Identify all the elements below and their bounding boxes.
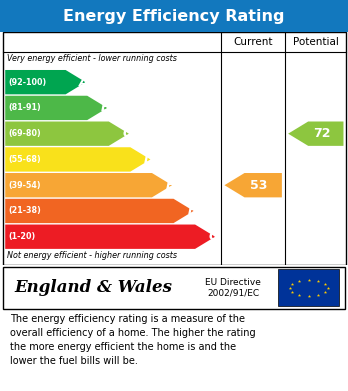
- Text: 72: 72: [313, 127, 331, 140]
- Text: (81-91): (81-91): [9, 104, 41, 113]
- Text: (69-80): (69-80): [9, 129, 41, 138]
- Text: (55-68): (55-68): [9, 155, 41, 164]
- Text: Potential: Potential: [293, 37, 339, 47]
- Polygon shape: [5, 199, 193, 223]
- Text: (92-100): (92-100): [9, 78, 47, 87]
- Polygon shape: [5, 122, 129, 146]
- Text: (39-54): (39-54): [9, 181, 41, 190]
- Polygon shape: [288, 122, 343, 146]
- Bar: [278, 269, 339, 306]
- Text: Current: Current: [234, 37, 273, 47]
- Text: E: E: [166, 179, 174, 192]
- Polygon shape: [224, 173, 282, 197]
- Text: D: D: [143, 153, 154, 166]
- Text: England & Wales: England & Wales: [14, 279, 172, 296]
- Polygon shape: [5, 224, 215, 249]
- Polygon shape: [5, 147, 150, 172]
- Polygon shape: [5, 96, 107, 120]
- Text: C: C: [122, 127, 132, 140]
- Text: F: F: [188, 204, 196, 217]
- Text: G: G: [208, 230, 219, 243]
- Text: A: A: [79, 76, 89, 89]
- Text: Not energy efficient - higher running costs: Not energy efficient - higher running co…: [7, 251, 177, 260]
- Text: Energy Efficiency Rating: Energy Efficiency Rating: [63, 9, 285, 23]
- Polygon shape: [5, 173, 172, 197]
- Text: EU Directive
2002/91/EC: EU Directive 2002/91/EC: [205, 278, 261, 298]
- Text: (1-20): (1-20): [9, 232, 36, 241]
- Text: B: B: [101, 101, 110, 115]
- Text: Very energy efficient - lower running costs: Very energy efficient - lower running co…: [7, 54, 177, 63]
- Text: (21-38): (21-38): [9, 206, 41, 215]
- Text: 53: 53: [251, 179, 268, 192]
- Text: The energy efficiency rating is a measure of the
overall efficiency of a home. T: The energy efficiency rating is a measur…: [10, 314, 256, 366]
- Polygon shape: [5, 70, 86, 94]
